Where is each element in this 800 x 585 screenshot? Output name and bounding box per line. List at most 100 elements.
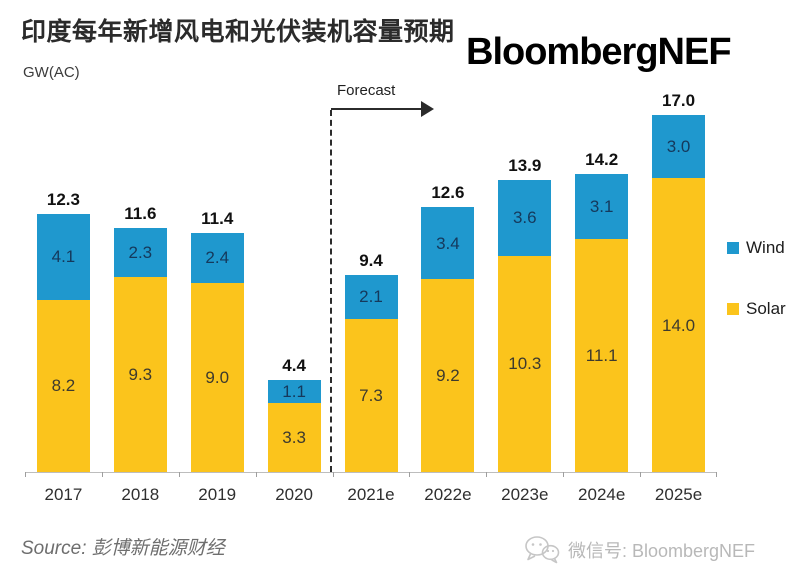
solar-segment: 11.1 bbox=[575, 238, 629, 472]
solar-value-label: 10.3 bbox=[508, 354, 542, 374]
wind-value-label: 3.0 bbox=[666, 137, 691, 156]
legend-item-wind: Wind bbox=[727, 238, 786, 258]
wind-segment: 2.3 bbox=[113, 228, 167, 277]
bar-chart: 12.3 4.1 8.2 2017 11.6 2.3 9.3 2018 11.4 2.4 9.0 20… bbox=[25, 91, 717, 504]
solar-segment: 10.3 bbox=[498, 255, 552, 472]
bar-total-label: 11.4 bbox=[201, 208, 234, 228]
forecast-divider-line bbox=[330, 110, 332, 472]
wechat-badge: 微信号: BloombergNEF bbox=[524, 535, 755, 564]
x-axis-label: 2022e bbox=[424, 485, 472, 504]
stacked-bar: 3.1 11.1 bbox=[575, 173, 629, 472]
wind-value-label: 3.4 bbox=[436, 233, 460, 253]
wind-segment: 2.4 bbox=[190, 232, 244, 283]
solar-value-label: 9.2 bbox=[436, 365, 460, 385]
forecast-arrow-head-icon bbox=[421, 101, 434, 117]
bar-column: 4.4 1.1 3.3 2020 bbox=[256, 100, 333, 504]
forecast-annotation-label: Forecast bbox=[337, 82, 396, 99]
x-axis-tick bbox=[640, 472, 641, 477]
solar-value-label: 14.0 bbox=[662, 315, 696, 335]
wind-color-swatch bbox=[727, 242, 739, 254]
wind-value-label: 4.1 bbox=[51, 247, 76, 267]
chart-title: 印度每年新增风电和光伏装机容量预期 bbox=[21, 18, 455, 46]
wind-value-label: 2.1 bbox=[359, 287, 383, 307]
solar-value-label: 9.0 bbox=[205, 368, 230, 387]
x-axis-tick bbox=[333, 472, 334, 477]
bar-total-label: 4.4 bbox=[282, 355, 306, 375]
solar-value-label: 8.2 bbox=[51, 376, 76, 396]
bar-total-label: 9.4 bbox=[359, 250, 383, 270]
solar-value-label: 7.3 bbox=[359, 385, 383, 405]
legend-wind-label: Wind bbox=[746, 238, 785, 257]
chart-legend: Wind Solar bbox=[727, 238, 786, 319]
x-axis-label: 2023e bbox=[501, 485, 549, 504]
x-axis-label: 2021e bbox=[347, 485, 395, 504]
x-axis-tick bbox=[716, 472, 717, 477]
bar-columns: 12.3 4.1 8.2 2017 11.6 2.3 9.3 2018 11.4 2.4 9.0 20… bbox=[25, 91, 717, 504]
stacked-bar: 3.6 10.3 bbox=[498, 180, 552, 472]
x-axis-tick bbox=[179, 472, 180, 477]
forecast-arrow bbox=[331, 108, 423, 110]
x-axis-label: 2018 bbox=[121, 485, 160, 504]
solar-segment: 9.2 bbox=[421, 278, 475, 472]
stacked-bar: 2.4 9.0 bbox=[190, 232, 244, 472]
bar-column: 12.3 4.1 8.2 2017 bbox=[25, 100, 102, 504]
x-axis-label: 2024e bbox=[578, 485, 626, 504]
bar-column: 17.0 3.0 14.0 2025e bbox=[640, 91, 717, 504]
bar-total-label: 12.3 bbox=[46, 189, 80, 209]
solar-segment: 9.0 bbox=[190, 283, 244, 472]
x-axis-label: 2025e bbox=[654, 485, 703, 504]
solar-segment: 7.3 bbox=[344, 318, 398, 472]
stacked-bar: 2.3 9.3 bbox=[113, 228, 167, 472]
solar-color-swatch bbox=[727, 303, 739, 315]
stacked-bar: 4.1 8.2 bbox=[36, 213, 90, 472]
bar-column: 12.6 3.4 9.2 2022e bbox=[409, 100, 486, 504]
solar-segment: 9.3 bbox=[113, 276, 167, 472]
legend-item-solar: Solar bbox=[727, 299, 786, 319]
bar-column: 14.2 3.1 11.1 2024e bbox=[563, 100, 640, 504]
wind-segment: 1.1 bbox=[267, 379, 321, 403]
x-axis-tick bbox=[563, 472, 564, 477]
x-axis-tick bbox=[256, 472, 257, 477]
bar-total-label: 14.2 bbox=[585, 149, 619, 169]
stacked-bar: 3.0 14.0 bbox=[652, 115, 706, 472]
wind-segment: 4.1 bbox=[36, 213, 90, 300]
wind-segment: 2.1 bbox=[344, 274, 398, 319]
stacked-bar: 3.4 9.2 bbox=[421, 207, 475, 472]
y-axis-unit-label: GW(AC) bbox=[23, 64, 80, 81]
wind-value-label: 3.6 bbox=[512, 208, 537, 228]
wind-segment: 3.0 bbox=[652, 115, 706, 178]
wind-segment: 3.4 bbox=[421, 207, 475, 279]
bar-total-label: 12.6 bbox=[431, 183, 465, 203]
bar-total-label: 17.0 bbox=[662, 91, 696, 110]
wind-value-label: 2.4 bbox=[205, 248, 230, 268]
solar-value-label: 9.3 bbox=[128, 364, 153, 384]
stacked-bar: 1.1 3.3 bbox=[267, 379, 321, 472]
bar-column: 13.9 3.6 10.3 2023e bbox=[486, 100, 563, 504]
x-axis-label: 2017 bbox=[44, 485, 83, 504]
stacked-bar: 2.1 7.3 bbox=[344, 274, 398, 472]
wind-value-label: 1.1 bbox=[282, 381, 306, 401]
source-note: Source: 彭博新能源财经 bbox=[21, 538, 225, 559]
bar-total-label: 13.9 bbox=[508, 156, 542, 176]
legend-solar-label: Solar bbox=[746, 299, 786, 318]
solar-value-label: 11.1 bbox=[585, 345, 618, 365]
solar-segment: 3.3 bbox=[267, 402, 321, 472]
x-axis-tick bbox=[102, 472, 103, 477]
bar-total-label: 11.6 bbox=[124, 204, 157, 224]
bar-column: 11.6 2.3 9.3 2018 bbox=[102, 100, 179, 504]
x-axis-label: 2020 bbox=[275, 485, 314, 504]
wind-value-label: 3.1 bbox=[589, 196, 614, 216]
bar-column: 9.4 2.1 7.3 2021e bbox=[333, 100, 410, 504]
x-axis-tick bbox=[486, 472, 487, 477]
wind-segment: 3.6 bbox=[498, 180, 552, 256]
wind-value-label: 2.3 bbox=[128, 243, 153, 263]
x-axis-label: 2019 bbox=[198, 485, 237, 504]
wechat-label: 微信号: BloombergNEF bbox=[568, 540, 756, 561]
x-axis-tick bbox=[25, 472, 26, 477]
x-axis-tick bbox=[409, 472, 410, 477]
solar-segment: 14.0 bbox=[652, 178, 706, 472]
solar-segment: 8.2 bbox=[36, 299, 90, 472]
bar-column: 11.4 2.4 9.0 2019 bbox=[179, 100, 256, 504]
wind-segment: 3.1 bbox=[575, 173, 629, 239]
